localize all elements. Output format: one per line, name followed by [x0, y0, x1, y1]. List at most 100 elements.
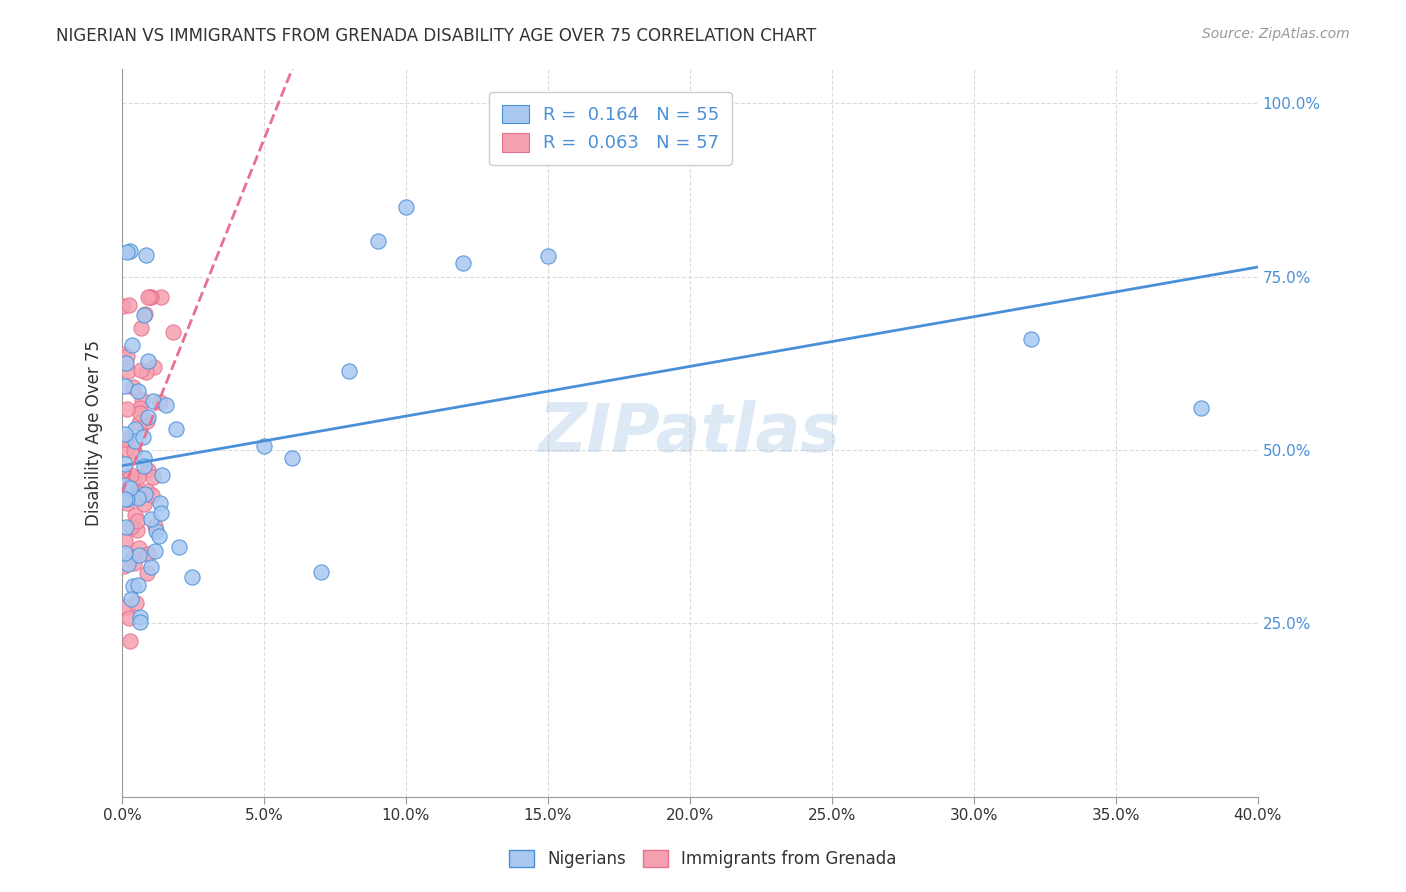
Nigerians: [120, 244, 142, 258]
Immigrants from Grenada: [135, 365, 157, 379]
Immigrants from Grenada: [122, 473, 145, 487]
Y-axis label: Disability Age Over 75: Disability Age Over 75: [86, 340, 103, 525]
Immigrants from Grenada: [162, 325, 184, 339]
Immigrants from Grenada: [122, 556, 145, 570]
Immigrants from Grenada: [117, 364, 139, 378]
Immigrants from Grenada: [112, 480, 135, 494]
Nigerians: [115, 244, 138, 259]
Immigrants from Grenada: [142, 470, 165, 484]
Nigerians: [395, 200, 418, 214]
Nigerians: [121, 337, 143, 351]
Nigerians: [309, 566, 332, 580]
Immigrants from Grenada: [136, 483, 159, 498]
Immigrants from Grenada: [132, 497, 155, 511]
Immigrants from Grenada: [134, 307, 156, 321]
Nigerians: [167, 540, 190, 554]
Nigerians: [139, 511, 162, 525]
Nigerians: [128, 609, 150, 624]
Nigerians: [128, 549, 150, 563]
Nigerians: [129, 615, 152, 629]
Nigerians: [145, 524, 167, 538]
Nigerians: [115, 491, 138, 506]
Nigerians: [114, 378, 136, 392]
Immigrants from Grenada: [136, 290, 159, 304]
Immigrants from Grenada: [149, 290, 172, 304]
Immigrants from Grenada: [136, 414, 159, 428]
Immigrants from Grenada: [112, 347, 135, 361]
Immigrants from Grenada: [127, 523, 149, 537]
Nigerians: [451, 256, 474, 270]
Nigerians: [114, 520, 136, 534]
Immigrants from Grenada: [131, 320, 153, 334]
Text: Source: ZipAtlas.com: Source: ZipAtlas.com: [1202, 27, 1350, 41]
Nigerians: [143, 544, 166, 558]
Immigrants from Grenada: [120, 634, 142, 648]
Nigerians: [114, 457, 136, 471]
Immigrants from Grenada: [122, 444, 145, 458]
Immigrants from Grenada: [128, 541, 150, 556]
Nigerians: [114, 427, 136, 442]
Nigerians: [127, 578, 149, 592]
Immigrants from Grenada: [141, 487, 163, 501]
Nigerians: [155, 399, 177, 413]
Immigrants from Grenada: [136, 566, 159, 580]
Immigrants from Grenada: [112, 558, 135, 573]
Immigrants from Grenada: [118, 611, 141, 625]
Text: NIGERIAN VS IMMIGRANTS FROM GRENADA DISABILITY AGE OVER 75 CORRELATION CHART: NIGERIAN VS IMMIGRANTS FROM GRENADA DISA…: [56, 27, 817, 45]
Nigerians: [115, 356, 138, 370]
Nigerians: [120, 591, 142, 606]
Text: ZIPatlas: ZIPatlas: [538, 400, 841, 466]
Immigrants from Grenada: [136, 547, 159, 561]
Nigerians: [150, 468, 173, 483]
Immigrants from Grenada: [129, 406, 152, 420]
Nigerians: [142, 394, 165, 409]
Nigerians: [134, 487, 156, 501]
Immigrants from Grenada: [149, 395, 172, 409]
Nigerians: [114, 546, 136, 560]
Immigrants from Grenada: [124, 508, 146, 523]
Immigrants from Grenada: [114, 533, 136, 548]
Nigerians: [117, 557, 139, 571]
Immigrants from Grenada: [122, 549, 145, 564]
Nigerians: [132, 450, 155, 465]
Immigrants from Grenada: [117, 349, 139, 363]
Immigrants from Grenada: [121, 380, 143, 394]
Immigrants from Grenada: [117, 434, 139, 448]
Nigerians: [121, 579, 143, 593]
Immigrants from Grenada: [127, 470, 149, 484]
Nigerians: [537, 249, 560, 263]
Nigerians: [132, 430, 155, 444]
Immigrants from Grenada: [115, 401, 138, 416]
Immigrants from Grenada: [136, 463, 159, 477]
Immigrants from Grenada: [114, 474, 136, 488]
Nigerians: [124, 422, 146, 436]
Nigerians: [139, 559, 162, 574]
Legend: Nigerians, Immigrants from Grenada: Nigerians, Immigrants from Grenada: [502, 843, 904, 875]
Nigerians: [1019, 332, 1042, 346]
Nigerians: [253, 439, 276, 453]
Legend: R =  0.164   N = 55, R =  0.063   N = 57: R = 0.164 N = 55, R = 0.063 N = 57: [489, 92, 733, 165]
Immigrants from Grenada: [115, 496, 138, 510]
Nigerians: [281, 450, 304, 465]
Nigerians: [148, 529, 170, 543]
Immigrants from Grenada: [125, 514, 148, 528]
Nigerians: [118, 481, 141, 495]
Nigerians: [165, 422, 187, 436]
Nigerians: [1189, 401, 1212, 416]
Immigrants from Grenada: [115, 442, 138, 456]
Immigrants from Grenada: [143, 360, 166, 375]
Immigrants from Grenada: [117, 298, 139, 312]
Immigrants from Grenada: [120, 467, 142, 482]
Immigrants from Grenada: [129, 401, 152, 415]
Nigerians: [149, 506, 172, 520]
Nigerians: [114, 477, 136, 491]
Nigerians: [132, 309, 155, 323]
Immigrants from Grenada: [125, 484, 148, 499]
Immigrants from Grenada: [139, 290, 162, 304]
Immigrants from Grenada: [112, 300, 135, 314]
Immigrants from Grenada: [129, 362, 152, 376]
Nigerians: [134, 459, 156, 474]
Nigerians: [337, 364, 360, 378]
Immigrants from Grenada: [117, 483, 139, 498]
Nigerians: [135, 248, 157, 262]
